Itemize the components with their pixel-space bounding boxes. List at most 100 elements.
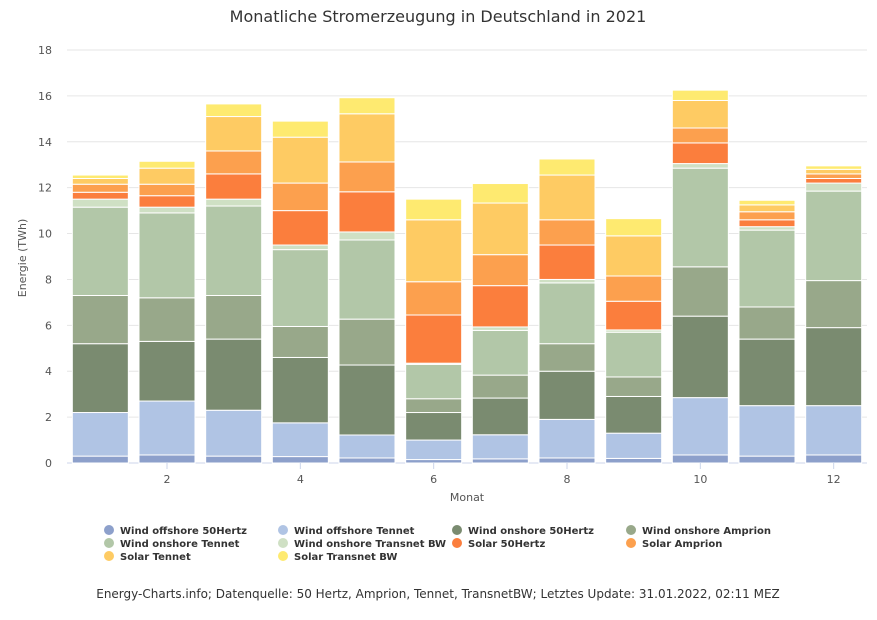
bar-segment[interactable] [71,206,129,297]
bar-segment[interactable] [138,206,196,214]
bar-segment[interactable] [738,199,796,206]
bar-segment[interactable] [271,182,329,212]
bar-segment[interactable] [738,219,796,228]
bar-segment[interactable] [671,163,729,169]
bar-segment[interactable] [538,418,596,459]
bar-segment[interactable] [471,397,529,436]
bar-segment[interactable] [338,231,396,241]
bar-segment[interactable] [71,343,129,414]
bar-segment[interactable] [671,454,729,464]
bar-segment[interactable] [605,395,663,434]
bar-segment[interactable] [338,364,396,436]
legend-item[interactable]: Wind onshore 50Hertz [452,525,594,537]
bar-segment[interactable] [538,343,596,372]
bar-segment[interactable] [605,376,663,397]
bar-segment[interactable] [538,370,596,420]
bar-segment[interactable] [138,183,196,197]
bar-segment[interactable] [205,295,263,340]
bar-segment[interactable] [338,113,396,163]
bar-segment[interactable] [738,455,796,464]
legend-item[interactable]: Solar Transnet BW [278,551,397,563]
bar-segment[interactable] [738,405,796,457]
bar-segment[interactable] [605,235,663,277]
bar-segment[interactable] [538,244,596,280]
bar-segment[interactable] [405,219,463,283]
bar-segment[interactable] [671,397,729,456]
bar-segment[interactable] [138,340,196,402]
bar-segment[interactable] [71,198,129,208]
legend-item[interactable]: Wind onshore Amprion [626,525,771,537]
bar-segment[interactable] [405,363,463,400]
bar-segment[interactable] [538,282,596,345]
bar-segment[interactable] [805,190,863,282]
legend-item[interactable]: Solar Amprion [626,538,722,550]
bar-segment[interactable] [205,150,263,175]
bar-segment[interactable] [738,229,796,308]
bar-segment[interactable] [471,326,529,331]
legend-item[interactable]: Solar Tennet [104,551,191,563]
bar-segment[interactable] [405,398,463,414]
bar-segment[interactable] [205,173,263,200]
bar-segment[interactable] [738,338,796,407]
bar-segment[interactable] [471,285,529,328]
bar-segment[interactable] [471,254,529,287]
bar-segment[interactable] [71,174,129,179]
bar-segment[interactable] [538,219,596,246]
bar-segment[interactable] [271,422,329,458]
bar-segment[interactable] [671,142,729,165]
bar-segment[interactable] [805,168,863,175]
bar-segment[interactable] [338,97,396,115]
bar-segment[interactable] [71,295,129,345]
bar-segment[interactable] [471,329,529,376]
bar-segment[interactable] [671,127,729,144]
bar-segment[interactable] [71,455,129,464]
legend-item[interactable]: Wind offshore 50Hertz [104,525,247,537]
bar-segment[interactable] [805,454,863,464]
bar-segment[interactable] [671,266,729,317]
bar-segment[interactable] [271,249,329,327]
bar-segment[interactable] [205,409,263,457]
bar-segment[interactable] [671,167,729,268]
bar-segment[interactable] [271,210,329,246]
bar-segment[interactable] [271,356,329,424]
bar-segment[interactable] [138,195,196,208]
bar-segment[interactable] [71,183,129,193]
bar-segment[interactable] [338,318,396,366]
bar-segment[interactable] [338,434,396,459]
bar-segment[interactable] [471,202,529,256]
bar-segment[interactable] [138,297,196,342]
bar-segment[interactable] [805,165,863,170]
bar-segment[interactable] [405,314,463,364]
legend-item[interactable]: Wind offshore Tennet [278,525,415,537]
bar-segment[interactable] [671,89,729,101]
bar-segment[interactable] [205,103,263,118]
legend-item[interactable]: Solar 50Hertz [452,538,545,550]
bar-segment[interactable] [538,457,596,464]
bar-segment[interactable] [538,158,596,176]
bar-segment[interactable] [338,457,396,464]
bar-segment[interactable] [205,116,263,152]
bar-segment[interactable] [271,136,329,184]
bar-segment[interactable] [738,204,796,213]
bar-segment[interactable] [605,457,663,464]
bar-segment[interactable] [471,434,529,460]
bar-segment[interactable] [805,327,863,407]
bar-segment[interactable] [138,160,196,169]
bar-segment[interactable] [71,191,129,200]
bar-segment[interactable] [805,177,863,184]
legend-item[interactable]: Wind onshore Transnet BW [278,538,446,550]
bar-segment[interactable] [471,458,529,464]
bar-segment[interactable] [271,244,329,251]
bar-segment[interactable] [138,454,196,464]
bar-segment[interactable] [405,412,463,441]
bar-segment[interactable] [405,281,463,316]
bar-segment[interactable] [538,174,596,221]
bar-segment[interactable] [605,432,663,459]
bar-segment[interactable] [738,211,796,221]
bar-segment[interactable] [605,218,663,237]
bar-segment[interactable] [605,275,663,302]
legend-item[interactable]: Wind onshore Tennet [104,538,240,550]
bar-segment[interactable] [405,459,463,464]
bar-segment[interactable] [471,183,529,204]
bar-segment[interactable] [671,99,729,129]
